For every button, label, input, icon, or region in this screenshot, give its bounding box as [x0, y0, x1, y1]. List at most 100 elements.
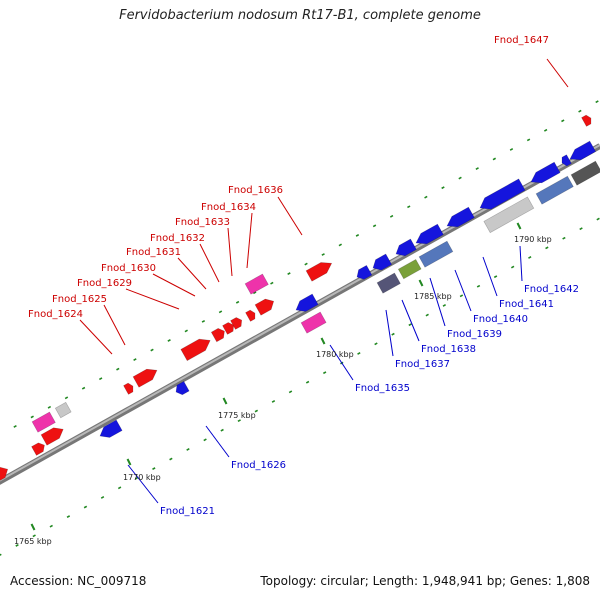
major-tick [320, 337, 326, 345]
gene-reverse [569, 140, 597, 161]
label-leader-line [482, 256, 498, 297]
tick-dot [543, 128, 548, 132]
tick-dot [442, 304, 447, 307]
gene-label-fnod-1626[interactable]: Fnod_1626 [231, 460, 286, 471]
tick-dot [391, 332, 395, 336]
label-leader-line [519, 245, 523, 282]
tick-dot [253, 291, 257, 295]
tick-dot [32, 534, 36, 538]
tick-dot [30, 415, 34, 419]
label-leader-line [199, 243, 220, 283]
gene-label-fnod-1635[interactable]: Fnod_1635 [355, 383, 410, 394]
gene-rna [244, 273, 269, 295]
gene-forward [180, 338, 211, 362]
gene-other [570, 160, 600, 186]
gene-label-fnod-1621[interactable]: Fnod_1621 [160, 506, 215, 517]
gene-label-fnod-1625[interactable]: Fnod_1625 [52, 294, 107, 305]
tick-dot [545, 246, 549, 250]
tick-dot [476, 284, 481, 288]
gene-label-fnod-1630[interactable]: Fnod_1630 [101, 263, 156, 274]
tick-dot [338, 243, 342, 247]
gene-other [418, 240, 454, 268]
tick-dot [528, 256, 532, 259]
tick-dot [407, 205, 411, 209]
scale-label-1790: 1790 kbp [514, 235, 552, 244]
gene-forward [305, 262, 333, 282]
tick-dot [305, 380, 310, 384]
gene-other [535, 175, 574, 205]
major-tick [222, 397, 228, 405]
gene-reverse [175, 380, 190, 396]
label-leader-line [454, 269, 472, 312]
tick-dot [203, 438, 207, 442]
tick-dot [579, 227, 583, 231]
tick-dot [288, 390, 293, 394]
gene-label-fnod-1624[interactable]: Fnod_1624 [28, 309, 83, 320]
gene-label-fnod-1642[interactable]: Fnod_1642 [524, 284, 579, 295]
scale-label-1770: 1770 kbp [123, 473, 161, 482]
gene-forward [581, 114, 592, 127]
gene-forward [222, 322, 235, 335]
gene-forward [40, 427, 64, 446]
gene-reverse [372, 253, 393, 271]
label-leader-line [205, 425, 230, 458]
gene-label-fnod-1634[interactable]: Fnod_1634 [201, 202, 256, 213]
gene-label-fnod-1640[interactable]: Fnod_1640 [473, 314, 528, 325]
tick-dot [0, 553, 2, 556]
gene-forward [210, 328, 225, 343]
map-title: Fervidobacterium nodosum Rt17-B1, comple… [119, 8, 481, 23]
tick-dot [357, 352, 361, 355]
tick-dot [98, 377, 103, 381]
label-leader-line [177, 257, 207, 290]
gene-label-fnod-1638[interactable]: Fnod_1638 [421, 344, 476, 355]
gene-label-fnod-1647[interactable]: Fnod_1647 [494, 35, 549, 46]
tick-dot [100, 495, 105, 499]
tick-dot [83, 505, 88, 509]
gene-reverse [446, 206, 475, 228]
tick-dot [287, 272, 291, 276]
tick-dot [117, 486, 122, 490]
label-leader-line [79, 319, 113, 355]
tick-dot [64, 396, 69, 400]
tick-dot [372, 224, 377, 228]
gene-reverse [561, 154, 572, 167]
tick-marks [0, 100, 600, 556]
tick-dot [492, 157, 497, 161]
tick-dot [220, 428, 224, 432]
gene-label-fnod-1639[interactable]: Fnod_1639 [447, 329, 502, 340]
gene-pseudo [54, 401, 72, 419]
tick-dot [66, 515, 71, 519]
gene-reverse [356, 264, 373, 280]
tick-dot [595, 100, 599, 104]
tick-dot [510, 265, 515, 269]
label-leader-line [329, 344, 354, 381]
gene-forward [245, 309, 256, 322]
gene-reverse [99, 419, 123, 438]
tick-dot [201, 319, 206, 323]
gene-label-fnod-1632[interactable]: Fnod_1632 [150, 233, 205, 244]
tick-dot [167, 339, 171, 342]
gene-label-fnod-1629[interactable]: Fnod_1629 [77, 278, 132, 289]
gene-reverse [415, 223, 444, 245]
tick-dot [13, 425, 17, 428]
tick-dot [133, 358, 137, 362]
gene-label-fnod-1633[interactable]: Fnod_1633 [175, 217, 230, 228]
tick-dot [49, 524, 53, 528]
tick-dot [184, 329, 188, 333]
tick-dot [237, 419, 241, 423]
tick-dot [150, 348, 154, 352]
tick-dot [47, 405, 52, 409]
label-leader-lines [79, 58, 569, 504]
label-leader-line [429, 277, 446, 327]
gene-forward [123, 382, 134, 395]
tick-dot [304, 262, 308, 266]
tick-dot [441, 186, 445, 190]
label-leader-line [127, 464, 159, 504]
gene-label-fnod-1631[interactable]: Fnod_1631 [126, 247, 181, 258]
gene-label-fnod-1641[interactable]: Fnod_1641 [499, 299, 554, 310]
tick-dot [509, 147, 514, 151]
gene-label-fnod-1636[interactable]: Fnod_1636 [228, 185, 283, 196]
tick-dot [254, 409, 259, 413]
tick-dot [322, 371, 327, 375]
gene-label-fnod-1637[interactable]: Fnod_1637 [395, 359, 450, 370]
